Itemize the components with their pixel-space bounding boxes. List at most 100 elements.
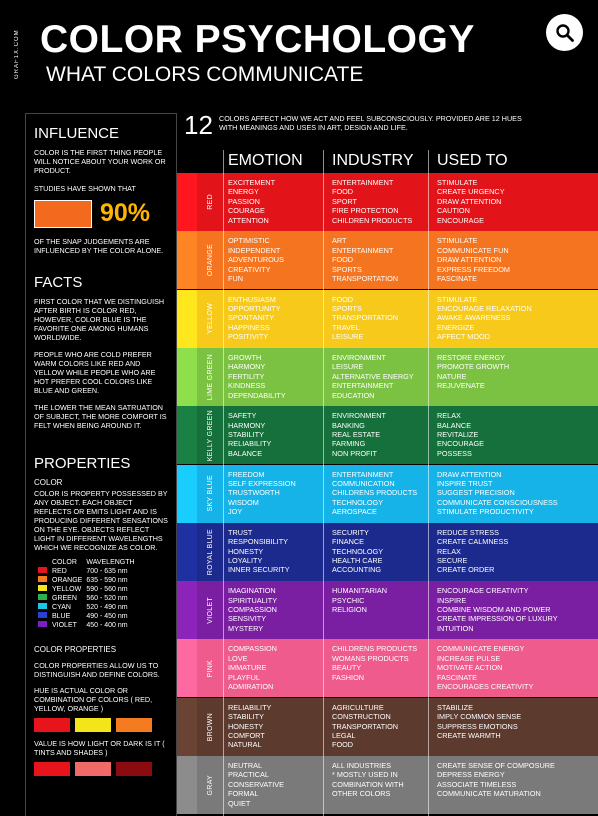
color-strip	[177, 639, 197, 698]
search-icon	[555, 23, 574, 42]
page-title: COLOR PSYCHOLOGY	[40, 18, 475, 61]
row-body: EXCITEMENT ENERGY PASSION COURAGE ATTENT…	[223, 173, 598, 231]
color-strip	[177, 173, 197, 231]
color-name: GRAY	[206, 774, 214, 796]
value-text: VALUE IS HOW LIGHT OR DARK IS IT ( TINTS…	[34, 739, 165, 757]
color-label-cell: PINK	[197, 639, 223, 698]
header-emotion: EMOTION	[228, 152, 303, 169]
wavelength-color-name: GREEN	[52, 595, 77, 602]
column-divider	[223, 150, 224, 816]
wavelength-range: 560 - 520 nm	[86, 595, 128, 602]
table-row: ORANGE OPTIMISTIC INDEPENDENT ADVENTUROUS…	[177, 231, 598, 290]
wavelength-color-name: VIOLET	[52, 622, 77, 629]
color-label-cell: YELLOW	[197, 289, 223, 348]
brand-vertical-text: GRAF1X.COM	[14, 29, 20, 79]
facts-paragraph-1: FIRST COLOR THAT WE DISTINGUISH AFTER BI…	[34, 297, 165, 342]
emotion-cell: EXCITEMENT ENERGY PASSION COURAGE ATTENT…	[228, 178, 276, 225]
color-strip	[177, 347, 197, 406]
emotion-cell: RELIABILITY STABILITY HONESTY COMFORT NA…	[228, 702, 272, 750]
color-name: VIOLET	[206, 596, 214, 624]
color-strip	[177, 231, 197, 290]
properties-heading: PROPERTIES	[34, 455, 131, 472]
row-body: ENTHUSIASM OPPORTUNITY SPONTANITY HAPPIN…	[223, 289, 598, 348]
influence-text-2: STUDIES HAVE SHOWN THAT	[34, 184, 136, 193]
color-strip	[177, 581, 197, 640]
color-strip	[177, 464, 197, 523]
color-properties-text: COLOR PROPERTIES ALLOW US TO DISTINGUISH…	[34, 661, 160, 679]
industry-cell: AGRICULTURE CONSTRUCTION TRANSPORTATION …	[332, 702, 399, 750]
industry-cell: ART ENTERTAINMENT FOOD SPORTS TRANSPORTA…	[332, 236, 399, 283]
emotion-cell: GROWTH HARMONY FERTILITY KINDNESS DEPEND…	[228, 352, 286, 400]
wavelength-range: 520 - 490 nm	[86, 604, 128, 611]
sidebar: INFLUENCE COLOR IS THE FIRST THING PEOPL…	[25, 113, 177, 816]
influence-text-3: OF THE SNAP JUDGEMENTS ARE INFLUENCED BY…	[34, 237, 164, 255]
industry-cell: ENTERTAINMENT COMMUNICATION CHILDRENS PR…	[332, 469, 418, 517]
color-name: LIME GREEN	[206, 353, 214, 400]
wavelength-row: RED 700 - 635 nm	[38, 567, 139, 576]
color-label-cell: ORANGE	[197, 231, 223, 290]
wavelength-color-name: RED	[52, 568, 67, 575]
wavelength-color-name: YELLOW	[52, 586, 82, 593]
used-to-cell: STABILIZE IMPLY COMMON SENSE SUPPRESS EM…	[437, 702, 522, 740]
used-to-cell: CREATE SENSE OF COMPOSURE DEPRESS ENERGY…	[437, 761, 555, 799]
wavelength-range: 590 - 560 nm	[86, 586, 128, 593]
used-to-cell: STIMULATE COMMUNICATE FUN DRAW ATTENTION…	[437, 236, 510, 283]
wavelength-row: BLUE 490 - 450 nm	[38, 612, 139, 621]
search-button[interactable]	[546, 14, 583, 51]
color-swatch	[38, 567, 47, 573]
row-body: COMPASSION LOVE IMMATURE PLAYFUL ADMIRAT…	[223, 639, 598, 698]
industry-cell: ENTERTAINMENT FOOD SPORT FIRE PROTECTION…	[332, 178, 413, 225]
table-row: ROYAL BLUE TRUST RESPONSIBILITY HONESTY L…	[177, 522, 598, 581]
page-subtitle: WHAT COLORS COMMUNICATE	[46, 63, 364, 86]
value-swatch	[34, 762, 70, 776]
facts-heading: FACTS	[34, 274, 83, 291]
color-name: PINK	[206, 659, 214, 678]
table-row: KELLY GREEN SAFETY HARMONY STABILITY RELI…	[177, 406, 598, 465]
emotion-cell: FREEDOM SELF EXPRESSION TRUSTWORTH WISDO…	[228, 469, 296, 517]
column-divider	[323, 150, 324, 816]
used-to-cell: DRAW ATTENTION INSPIRE TRUST SUGGEST PRE…	[437, 469, 558, 517]
table-row: BROWN RELIABILITY STABILITY HONESTY COMFO…	[177, 697, 598, 756]
used-to-cell: COMMUNICATE ENERGY INCREASE PULSE MOTIVA…	[437, 644, 534, 692]
color-name: ORANGE	[206, 244, 214, 277]
table-row: GRAY NEUTRAL PRACTICAL CONSERVATIVE FORMA…	[177, 756, 598, 814]
industry-cell: FOOD SPORTS TRANSPORTATION TRAVEL LEISUR…	[332, 294, 399, 342]
color-label-cell: SKY BLUE	[197, 464, 223, 523]
hue-swatch	[34, 718, 70, 732]
used-to-cell: REDUCE STRESS CREATE CALMNESS RELAX SECU…	[437, 527, 509, 575]
row-body: NEUTRAL PRACTICAL CONSERVATIVE FORMAL QU…	[223, 756, 598, 814]
wavelength-row: YELLOW 590 - 560 nm	[38, 585, 139, 594]
color-swatch	[38, 594, 47, 600]
row-body: FREEDOM SELF EXPRESSION TRUSTWORTH WISDO…	[223, 464, 598, 523]
used-to-cell: STIMULATE CREATE URGENCY DRAW ATTENTION …	[437, 178, 505, 225]
used-to-cell: RESTORE ENERGY PROMOTE GROWTH NATURE REJ…	[437, 352, 510, 391]
header-industry: INDUSTRY	[332, 152, 414, 169]
emotion-cell: SAFETY HARMONY STABILITY RELIABILITY BAL…	[228, 411, 272, 458]
color-name: BROWN	[206, 712, 214, 741]
intro-text: COLORS AFFECT HOW WE ACT AND FEEL SUBCON…	[219, 114, 522, 132]
color-name: KELLY GREEN	[206, 409, 214, 461]
hue-text: HUE IS ACTUAL COLOR OR COMBINATION OF CO…	[34, 686, 153, 713]
influence-stat: 90%	[34, 199, 168, 228]
hue-swatch	[116, 718, 152, 732]
color-label-cell: KELLY GREEN	[197, 406, 223, 465]
facts-paragraph-3: THE LOWER THE MEAN SATRUATION OF SUBJECT…	[34, 403, 167, 430]
color-strip	[177, 697, 197, 756]
wavelength-color-name: CYAN	[52, 604, 71, 611]
table-row: PINK COMPASSION LOVE IMMATURE PLAYFUL ADM…	[177, 639, 598, 698]
industry-cell: ENVIRONMENT BANKING REAL ESTATE FARMING …	[332, 411, 386, 458]
column-divider	[428, 150, 429, 816]
table-row: RED EXCITEMENT ENERGY PASSION COURAGE ATT…	[177, 173, 598, 231]
color-table: EMOTION INDUSTRY USED TO RED EXCITEMENT E…	[177, 150, 598, 816]
wavelength-row: CYAN 520 - 490 nm	[38, 603, 139, 612]
color-strip	[177, 406, 197, 465]
wavelength-color-name: ORANGE	[52, 577, 83, 584]
color-swatch	[38, 603, 47, 609]
color-swatch	[38, 576, 47, 582]
color-label-cell: VIOLET	[197, 581, 223, 640]
industry-cell: ALL INDUSTRIES * MOSTLY USED IN COMBINAT…	[332, 761, 404, 799]
color-label-cell: RED	[197, 173, 223, 231]
emotion-cell: ENTHUSIASM OPPORTUNITY SPONTANITY HAPPIN…	[228, 294, 281, 342]
wavelength-range: 635 - 590 nm	[86, 577, 128, 584]
wavelength-table: COLOR WAVELENGTH RED 700 - 635 nm ORANGE 63…	[38, 558, 139, 630]
